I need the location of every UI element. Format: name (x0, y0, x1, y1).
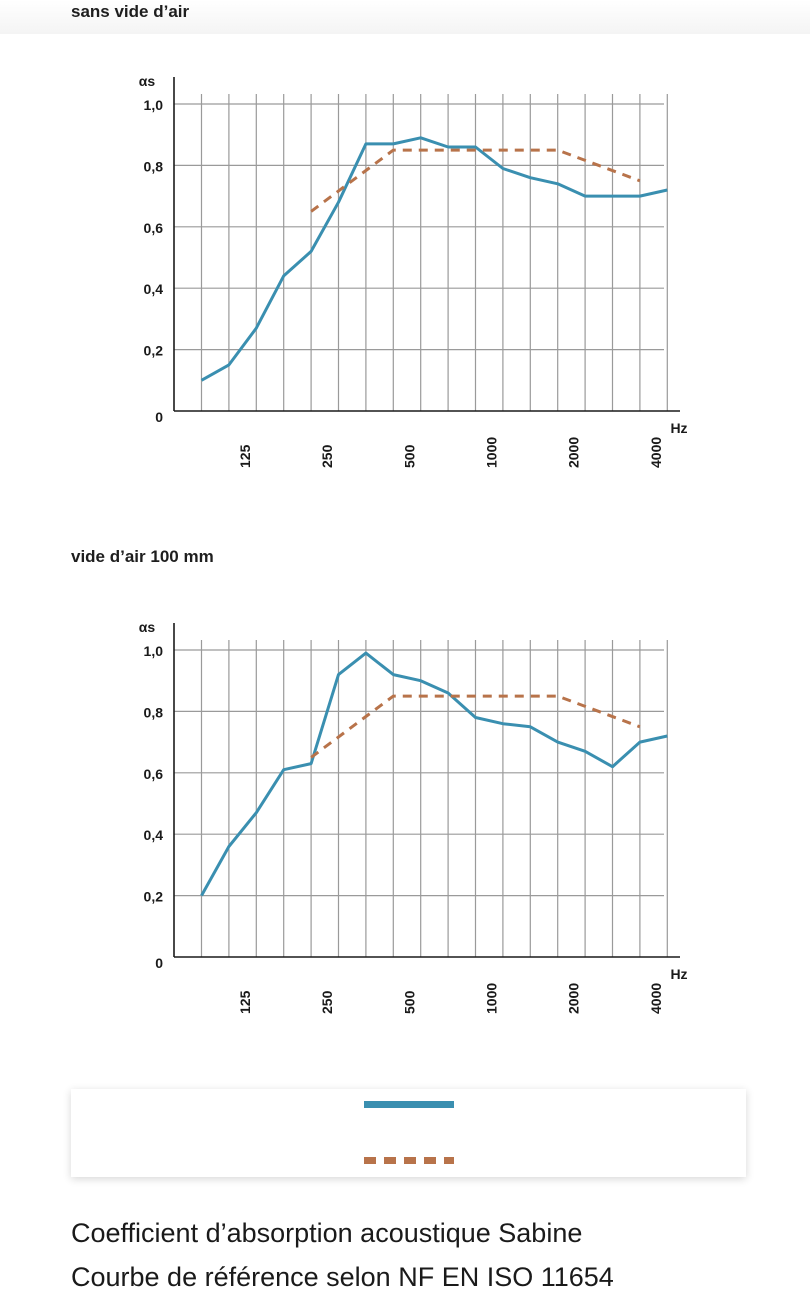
measured-absorption-line (200, 136, 668, 382)
reference-curve-line (310, 148, 641, 213)
y-tick-label: 0 (155, 955, 163, 971)
y-tick-label: 0,4 (144, 281, 164, 297)
x-tick-label: 4000 (648, 983, 664, 1014)
y-tick-label: 0,2 (144, 889, 164, 905)
x-tick-label: 4000 (648, 437, 664, 468)
x-tick-label: 1000 (484, 437, 500, 468)
reference-curve-line (310, 694, 641, 759)
x-tick-label: 250 (319, 990, 335, 1014)
footer-legend-measured-label: Coefficient d’absorption acoustique Sabi… (71, 1218, 583, 1248)
x-tick-label: 125 (237, 444, 253, 468)
y-tick-label: 0,6 (144, 766, 164, 782)
chart-1-plot: 0 0,2 0,4 0,6 0,8 1,0 αs 125 250 500 1000 2000 4000 H… (139, 73, 688, 468)
y-tick-label: 1,0 (144, 643, 164, 659)
x-tick-label: 2000 (566, 983, 582, 1014)
x-tick-label: 2000 (566, 437, 582, 468)
top-shade (0, 0, 810, 34)
x-tick-label: 500 (401, 990, 417, 1014)
y-tick-label: 0,2 (144, 343, 164, 359)
x-axis-label: Hz (670, 420, 687, 436)
chart-2-title: vide d’air 100 mm (71, 547, 214, 566)
y-tick-label: 1,0 (144, 97, 164, 113)
x-tick-label: 250 (319, 444, 335, 468)
y-tick-label: 0,6 (144, 220, 164, 236)
x-tick-label: 500 (401, 444, 417, 468)
y-tick-label: 0,8 (144, 704, 164, 720)
footer-legend-reference-label: Courbe de référence selon NF EN ISO 1165… (71, 1262, 614, 1292)
x-tick-label: 125 (237, 990, 253, 1014)
y-axis-label: αs (139, 73, 156, 89)
x-axis-label: Hz (670, 966, 687, 982)
legend-measured-line (364, 1101, 454, 1108)
measured-absorption-line (200, 651, 668, 897)
chart-1-title: sans vide d’air (71, 2, 190, 21)
y-tick-label: 0,8 (144, 158, 164, 174)
legend (71, 1089, 746, 1177)
y-axis-label: αs (139, 619, 156, 635)
x-tick-label: 1000 (484, 983, 500, 1014)
legend-reference-dashed-line (364, 1157, 454, 1164)
absorption-chart-no-air-gap: 0 0,2 0,4 0,6 0,8 1,0 αs 125 250 500 1000 2000 4000 H… (139, 73, 688, 468)
chart-2-plot: 0 0,2 0,4 0,6 0,8 1,0 αs 125 250 500 1000 2000 4000 H… (139, 619, 688, 1014)
absorption-chart-air-gap-100mm: 0 0,2 0,4 0,6 0,8 1,0 αs 125 250 500 1000 2000 4000 H… (139, 619, 688, 1014)
y-tick-label: 0 (155, 409, 163, 425)
y-tick-label: 0,4 (144, 827, 164, 843)
